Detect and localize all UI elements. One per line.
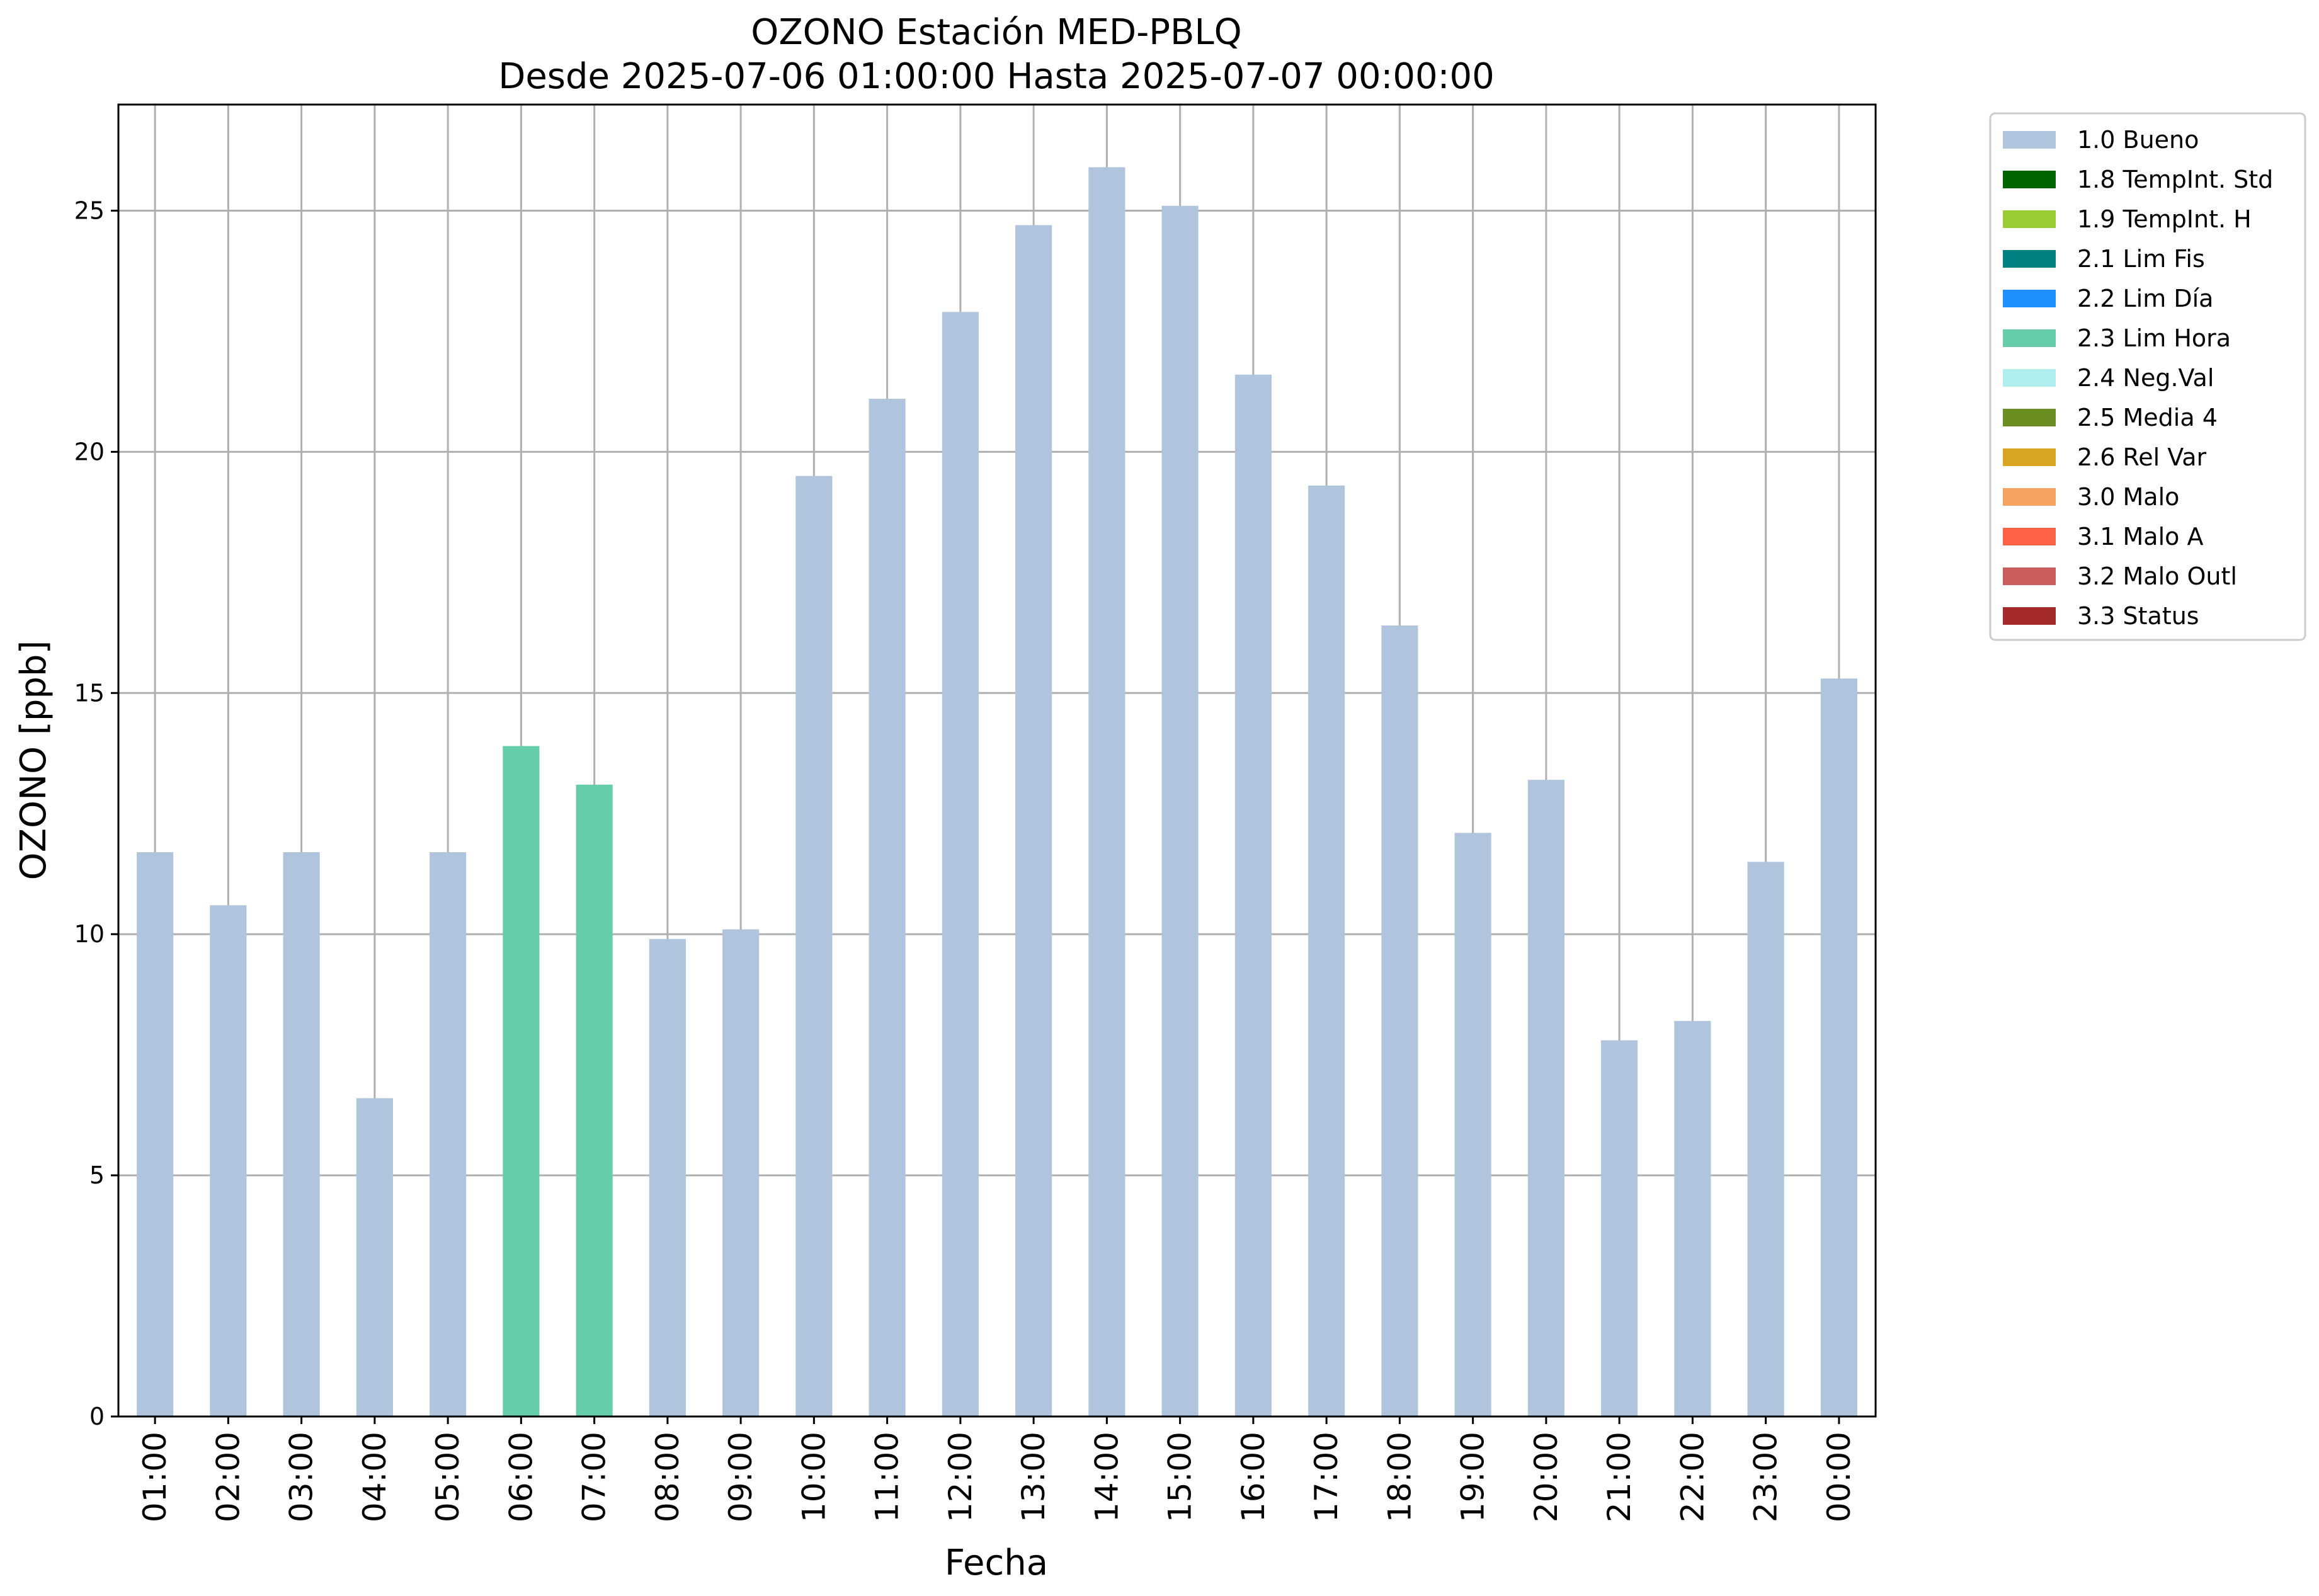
y-axis-label: OZONO [ppb] — [13, 641, 54, 881]
x-axis: 01:00 02:00 03:00 04:00 05:00 06:00 07:00 08:00… — [137, 1416, 1857, 1522]
legend-label: 3.1 Malo A — [2077, 523, 2203, 550]
bar-14:00 — [1088, 167, 1125, 1416]
bar-05:00 — [430, 852, 467, 1416]
x-tick-label: 06:00 — [503, 1432, 539, 1522]
legend-label: 1.9 TempInt. H — [2077, 205, 2252, 233]
x-tick-label: 03:00 — [283, 1432, 320, 1522]
bar-06:00 — [503, 746, 540, 1416]
legend-label: 3.3 Status — [2077, 602, 2199, 630]
chart-subtitle: Desde 2025-07-06 01:00:00 Hasta 2025-07-… — [498, 56, 1495, 97]
y-tick-label: 10 — [74, 920, 105, 948]
legend-swatch — [2003, 488, 2056, 506]
bar-03:00 — [283, 852, 320, 1416]
bar-01:00 — [137, 852, 174, 1416]
legend-label: 2.2 Lim Día — [2077, 285, 2213, 312]
x-tick-label: 10:00 — [795, 1432, 832, 1522]
bar-08:00 — [649, 938, 686, 1416]
legend-swatch — [2003, 329, 2056, 347]
legend-swatch — [2003, 409, 2056, 426]
bar-23:00 — [1747, 862, 1784, 1416]
bar-22:00 — [1674, 1021, 1711, 1416]
bar-16:00 — [1234, 374, 1272, 1416]
bar-21:00 — [1601, 1040, 1638, 1416]
legend-label: 3.0 Malo — [2077, 483, 2179, 511]
bar-02:00 — [210, 905, 247, 1416]
bar-09:00 — [722, 929, 760, 1416]
x-tick-label: 15:00 — [1162, 1432, 1199, 1522]
bar-10:00 — [795, 476, 833, 1416]
bar-19:00 — [1454, 833, 1491, 1416]
x-tick-label: 12:00 — [942, 1432, 979, 1522]
legend-box — [1989, 112, 2306, 641]
legend-label: 2.4 Neg.Val — [2077, 364, 2214, 392]
x-tick-label: 07:00 — [576, 1432, 613, 1522]
y-tick-label: 20 — [74, 438, 105, 465]
chart-title: OZONO Estación MED-PBLQ — [751, 12, 1242, 53]
legend-label: 2.3 Lim Hora — [2077, 324, 2231, 352]
legend-label: 1.8 TempInt. Std — [2077, 166, 2273, 193]
bar-12:00 — [942, 312, 979, 1416]
x-tick-label: 23:00 — [1748, 1432, 1784, 1522]
legend-swatch — [2003, 567, 2056, 585]
x-tick-label: 13:00 — [1015, 1432, 1052, 1522]
x-tick-label: 21:00 — [1601, 1432, 1638, 1522]
legend-swatch — [2003, 210, 2056, 228]
x-tick-label: 17:00 — [1308, 1432, 1345, 1522]
x-tick-label: 19:00 — [1455, 1432, 1491, 1522]
legend: 1.0 Bueno 1.8 TempInt. Std 1.9 TempInt. H 2… — [1989, 112, 2306, 641]
y-tick-label: 5 — [89, 1161, 105, 1189]
legend-swatch — [2003, 607, 2056, 625]
bars-group — [137, 167, 1857, 1417]
x-tick-label: 14:00 — [1088, 1432, 1125, 1522]
x-tick-label: 22:00 — [1674, 1432, 1711, 1522]
legend-label: 2.5 Media 4 — [2077, 404, 2218, 431]
legend-label: 1.0 Bueno — [2077, 126, 2199, 154]
bar-04:00 — [356, 1098, 393, 1416]
bar-00:00 — [1820, 678, 1857, 1416]
legend-label: 2.1 Lim Fis — [2077, 245, 2205, 273]
x-tick-label: 20:00 — [1528, 1432, 1564, 1522]
bar-15:00 — [1161, 205, 1199, 1417]
bar-17:00 — [1308, 485, 1345, 1416]
bar-18:00 — [1381, 625, 1418, 1417]
bar-07:00 — [576, 784, 613, 1416]
legend-swatch — [2003, 290, 2056, 307]
x-tick-label: 02:00 — [210, 1432, 246, 1522]
bar-20:00 — [1527, 780, 1564, 1416]
plot-frame — [117, 103, 1877, 1418]
x-tick-label: 09:00 — [722, 1432, 759, 1522]
x-tick-label: 00:00 — [1821, 1432, 1857, 1522]
legend-swatch — [2003, 369, 2056, 387]
legend-swatch — [2003, 528, 2056, 545]
legend-label: 2.6 Rel Var — [2077, 443, 2207, 471]
x-tick-label: 16:00 — [1235, 1432, 1272, 1522]
legend-swatch — [2003, 250, 2056, 268]
x-axis-label: Fecha — [945, 1542, 1048, 1583]
x-tick-label: 01:00 — [137, 1432, 173, 1522]
y-tick-label: 0 — [89, 1403, 105, 1430]
legend-swatch — [2003, 448, 2056, 466]
bar-13:00 — [1015, 225, 1052, 1417]
y-tick-label: 15 — [74, 679, 105, 707]
bar-11:00 — [869, 399, 906, 1417]
x-tick-label: 08:00 — [649, 1432, 686, 1522]
legend-label: 3.2 Malo Outl — [2077, 562, 2237, 590]
legend-swatch — [2003, 171, 2056, 188]
x-tick-label: 05:00 — [430, 1432, 466, 1522]
x-tick-label: 04:00 — [356, 1432, 393, 1522]
y-axis: 0 5 10 15 20 25 — [74, 197, 118, 1430]
legend-swatch — [2003, 131, 2056, 149]
y-tick-label: 25 — [74, 197, 105, 224]
x-tick-label: 18:00 — [1381, 1432, 1418, 1522]
x-tick-label: 11:00 — [869, 1432, 906, 1522]
